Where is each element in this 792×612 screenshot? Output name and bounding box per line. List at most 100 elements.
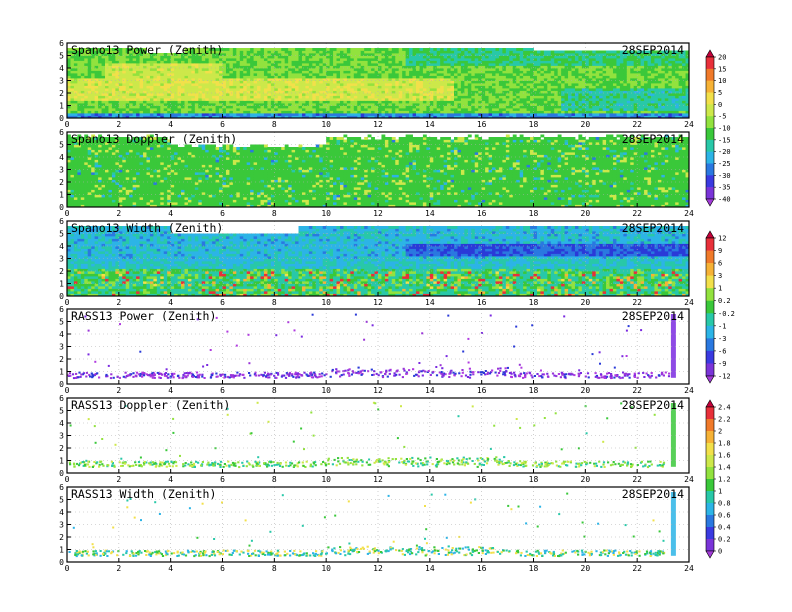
data-cell xyxy=(471,113,476,116)
data-cell xyxy=(488,80,493,84)
data-cell xyxy=(250,73,254,76)
data-cell xyxy=(378,50,382,54)
data-cell xyxy=(419,55,424,59)
data-cell xyxy=(685,90,690,94)
data-cell xyxy=(191,115,196,119)
data-cell xyxy=(609,58,614,61)
data-cell xyxy=(450,75,455,79)
data-cell xyxy=(288,60,293,64)
data-cell xyxy=(139,103,144,106)
data-cell xyxy=(488,73,493,76)
data-cell xyxy=(236,48,241,51)
data-cell xyxy=(343,110,348,114)
data-cell xyxy=(685,98,690,101)
data-cell xyxy=(305,93,310,96)
data-cell xyxy=(433,68,438,71)
data-cell xyxy=(357,50,362,54)
data-cell xyxy=(512,110,517,114)
data-cell xyxy=(222,90,227,94)
data-cell xyxy=(561,50,565,54)
data-cell xyxy=(333,83,337,86)
data-cell xyxy=(550,75,555,79)
data-cell xyxy=(585,83,590,86)
data-cell xyxy=(512,83,517,86)
data-cell xyxy=(333,70,337,74)
data-cell xyxy=(516,90,521,94)
data-cell xyxy=(378,73,382,76)
data-cell xyxy=(215,65,220,69)
data-cell xyxy=(450,93,455,96)
data-cell xyxy=(194,113,199,116)
data-cell xyxy=(450,108,455,111)
data-cell xyxy=(543,53,548,56)
data-cell xyxy=(260,88,265,91)
data-cell xyxy=(232,58,237,61)
data-cell xyxy=(229,53,234,56)
data-cell xyxy=(599,63,604,66)
data-cell xyxy=(205,113,210,116)
data-cell xyxy=(246,95,251,99)
data-cell xyxy=(647,108,652,111)
data-cell xyxy=(222,100,227,104)
data-cell xyxy=(543,108,548,111)
data-cell xyxy=(447,58,451,61)
data-cell xyxy=(67,48,71,51)
data-cell xyxy=(177,75,182,79)
data-cell xyxy=(239,63,244,66)
data-cell xyxy=(108,103,113,106)
data-cell xyxy=(149,110,154,114)
data-cell xyxy=(143,65,147,69)
data-cell xyxy=(599,108,604,111)
data-cell xyxy=(274,98,279,101)
data-cell xyxy=(557,93,562,96)
data-cell xyxy=(450,70,455,74)
data-cell xyxy=(98,53,102,56)
data-cell xyxy=(111,103,116,106)
data-cell xyxy=(630,90,635,94)
data-cell xyxy=(129,98,134,101)
data-cell xyxy=(478,110,483,114)
data-cell xyxy=(371,88,375,91)
data-cell xyxy=(454,78,458,81)
data-cell xyxy=(315,78,320,81)
data-cell xyxy=(374,90,379,94)
data-cell xyxy=(315,70,320,74)
data-cell xyxy=(540,83,545,86)
data-cell xyxy=(281,83,286,86)
data-cell xyxy=(215,73,220,76)
data-cell xyxy=(298,65,303,69)
data-cell xyxy=(578,78,583,81)
data-cell xyxy=(267,58,272,61)
data-cell xyxy=(333,98,337,101)
data-cell xyxy=(329,80,334,84)
data-cell xyxy=(671,98,676,101)
data-cell xyxy=(474,103,479,106)
data-cell xyxy=(73,108,78,111)
data-cell xyxy=(243,73,248,76)
data-cell xyxy=(260,113,265,116)
data-cell xyxy=(512,58,517,61)
data-cell xyxy=(274,65,279,69)
data-cell xyxy=(115,78,120,81)
data-cell xyxy=(630,110,635,114)
data-cell xyxy=(143,80,147,84)
data-cell xyxy=(633,98,638,101)
data-cell xyxy=(270,105,275,109)
data-cell xyxy=(595,98,600,101)
data-cell xyxy=(602,90,607,94)
data-cell xyxy=(540,70,545,74)
data-cell xyxy=(329,85,334,89)
data-cell xyxy=(305,113,310,116)
data-cell xyxy=(67,68,71,71)
data-cell xyxy=(616,70,621,74)
data-cell xyxy=(395,63,400,66)
data-cell xyxy=(519,55,524,59)
data-cell xyxy=(322,103,327,106)
data-cell xyxy=(91,90,96,94)
data-cell xyxy=(574,85,579,89)
data-cell xyxy=(281,65,286,69)
data-cell xyxy=(91,63,96,66)
data-cell xyxy=(412,105,417,109)
data-cell xyxy=(533,110,538,114)
data-cell xyxy=(554,95,559,99)
